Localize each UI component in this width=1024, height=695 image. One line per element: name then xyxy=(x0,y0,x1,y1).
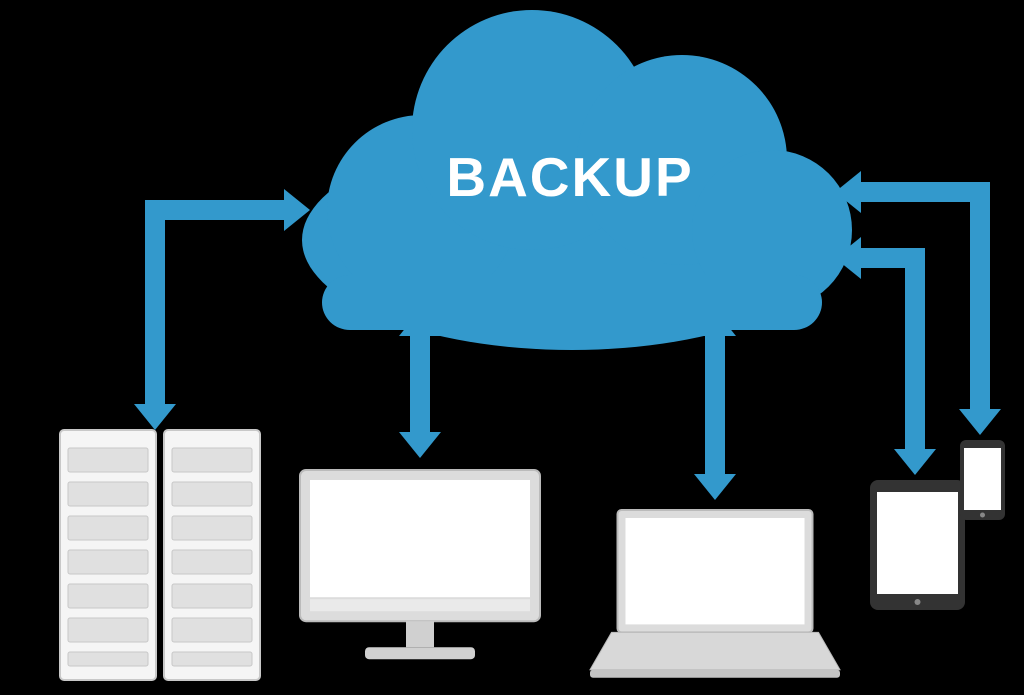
device-desktop xyxy=(300,470,540,659)
device-phone xyxy=(960,440,1005,520)
devices-layer xyxy=(0,0,1024,695)
diagram-stage: BACKUP xyxy=(0,0,1024,695)
device-tablet xyxy=(870,480,965,610)
device-laptop xyxy=(590,510,840,678)
device-servers xyxy=(60,430,260,680)
